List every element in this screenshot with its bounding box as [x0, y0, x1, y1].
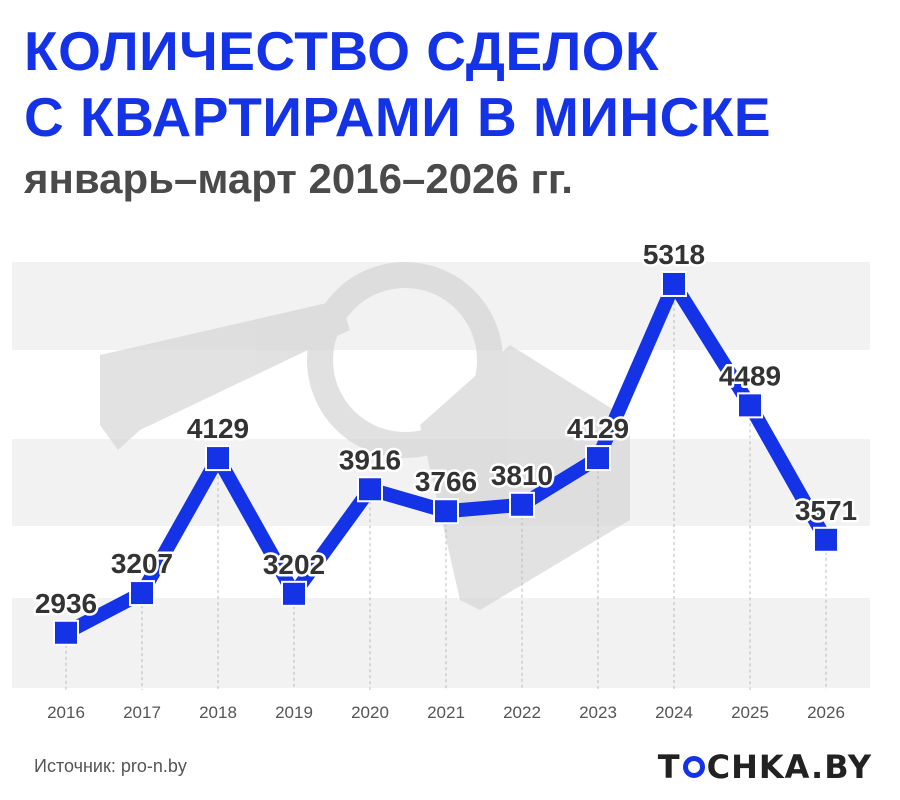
data-label-2018: 4129	[187, 413, 249, 444]
data-label-2017: 3207	[111, 548, 173, 579]
chart-subtitle: январь–март 2016–2026 гг.	[24, 155, 573, 202]
marker-2020	[357, 476, 383, 503]
data-label-2019: 3202	[263, 549, 325, 580]
x-tick-2025: 2025	[731, 703, 769, 722]
marker-2016	[53, 619, 79, 646]
x-tick-2022: 2022	[503, 703, 541, 722]
x-tick-2023: 2023	[579, 703, 617, 722]
x-tick-2019: 2019	[275, 703, 313, 722]
data-label-2022: 3810	[491, 460, 553, 491]
data-label-2025: 4489	[719, 360, 781, 391]
data-label-2026: 3571	[795, 495, 857, 526]
data-markers	[53, 270, 839, 646]
x-tick-2020: 2020	[351, 703, 389, 722]
house-shape	[420, 345, 630, 610]
x-tick-2017: 2017	[123, 703, 161, 722]
marker-2023	[585, 445, 611, 472]
data-label-2021: 3766	[415, 466, 477, 497]
band-3	[12, 598, 870, 688]
marker-2019	[281, 580, 307, 607]
x-tick-2016: 2016	[47, 703, 85, 722]
x-tick-2026: 2026	[807, 703, 845, 722]
marker-2022	[509, 491, 535, 518]
source-note: Источник: pro-n.by	[34, 756, 187, 776]
marker-2021	[433, 498, 459, 525]
chart-title-line-2: С КВАРТИРАМИ В МИНСКЕ	[24, 86, 772, 148]
title-block: КОЛИЧЕСТВО СДЕЛОК С КВАРТИРАМИ В МИНСКЕ …	[24, 18, 771, 204]
brand-prefix: T	[657, 748, 681, 786]
x-tick-2018: 2018	[199, 703, 237, 722]
key-house-icon	[100, 262, 630, 610]
data-label-2023: 4129	[567, 413, 629, 444]
x-tick-2021: 2021	[427, 703, 465, 722]
x-axis-ticks: 2016 2017 2018 2019 2020 2021 2022 2023 2024 2025…	[47, 703, 845, 722]
marker-2026	[813, 526, 839, 553]
data-label-2020: 3916	[339, 444, 401, 475]
data-label-2016: 2936	[35, 588, 97, 619]
marker-2024	[661, 270, 687, 297]
brand-o-icon	[682, 756, 705, 778]
x-tick-2024: 2024	[655, 703, 693, 722]
data-label-2024: 5318	[643, 239, 705, 270]
brand-logo: T CHKA.BY	[658, 748, 872, 786]
brand-suffix: CHKA.BY	[706, 748, 872, 786]
marker-2025	[737, 392, 763, 419]
key-ring	[307, 262, 503, 458]
key-shape	[100, 300, 350, 450]
data-labels: 2936 3207 4129 3202 3916 3766 3810 4129 5318 4489…	[32, 236, 859, 621]
marker-2018	[205, 445, 231, 472]
chart-title-line-1: КОЛИЧЕСТВО СДЕЛОК	[24, 20, 660, 82]
marker-2017	[129, 580, 155, 607]
year-guides	[65, 283, 827, 690]
